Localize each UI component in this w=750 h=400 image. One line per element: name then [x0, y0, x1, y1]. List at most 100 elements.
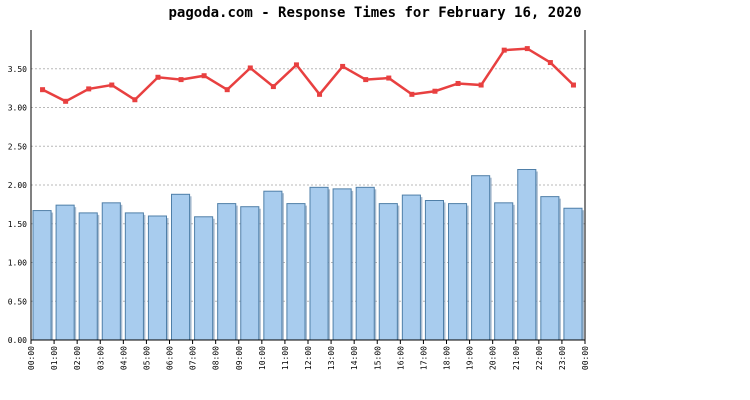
x-tick-label: 21:00 [512, 346, 521, 370]
x-tick-group: 07:00 [189, 346, 198, 370]
bar [286, 203, 306, 341]
line-point [570, 82, 576, 88]
line-point [109, 82, 115, 88]
bar [171, 193, 191, 341]
x-tick-group: 13:00 [327, 346, 336, 370]
line-point [363, 77, 369, 83]
bar [32, 210, 52, 341]
x-tick-label: 07:00 [189, 346, 198, 370]
bar [147, 215, 168, 341]
bar [240, 206, 260, 341]
x-tick-label: 23:00 [558, 346, 567, 370]
x-tick-label: 17:00 [419, 346, 428, 370]
x-tick-label: 05:00 [142, 346, 151, 370]
y-tick-labels: 0.00 0.50 1.00 1.50 2.00 2.50 3.00 3.50 [8, 65, 27, 345]
y-tick-label: 1.00 [8, 259, 27, 268]
bar [401, 194, 421, 341]
x-tick-group: 15:00 [373, 346, 382, 370]
bar [540, 196, 560, 341]
x-tick-group: 21:00 [512, 346, 521, 370]
x-tick-group: 09:00 [235, 346, 244, 370]
x-tick-group: 01:00 [50, 346, 59, 370]
line-point [40, 87, 46, 93]
x-tick-label: 01:00 [50, 346, 59, 370]
axes [30, 30, 586, 344]
x-tick-label: 09:00 [235, 346, 244, 370]
x-tick-label: 11:00 [281, 346, 290, 370]
bar [378, 203, 398, 341]
bar [471, 175, 491, 341]
line-point [86, 86, 92, 92]
line-point [270, 84, 276, 90]
line-point [455, 80, 461, 86]
bar [424, 200, 444, 341]
x-tick-label: 00:00 [581, 346, 590, 370]
x-tick-label: 14:00 [350, 346, 359, 370]
y-tick-label: 3.00 [8, 104, 27, 113]
x-tick-group: 02:00 [73, 346, 82, 370]
line-point [340, 63, 346, 69]
x-tick-label: 08:00 [212, 346, 221, 370]
bar [263, 190, 283, 341]
line-point [501, 47, 507, 53]
bar [101, 202, 121, 341]
bar [494, 202, 514, 341]
line-point [317, 91, 323, 97]
x-tick-group: 00:00 [581, 346, 590, 370]
x-tick-group: 19:00 [466, 346, 475, 370]
line-point [247, 65, 253, 71]
line-series [40, 46, 576, 104]
x-tick-label: 04:00 [119, 346, 128, 370]
bar [55, 204, 75, 341]
line-point [478, 82, 484, 88]
x-tick-label: 00:00 [27, 346, 36, 370]
line-point [386, 75, 392, 81]
y-tick-label: 0.50 [8, 297, 27, 306]
x-tick-group: 11:00 [281, 346, 290, 370]
x-tick-group: 17:00 [419, 346, 428, 370]
y-tick-label: 2.50 [8, 142, 27, 151]
bar [517, 169, 537, 341]
bar [194, 216, 214, 341]
x-tick-label: 12:00 [304, 346, 313, 370]
bar-series [32, 169, 584, 341]
x-tick-group: 03:00 [96, 346, 105, 370]
bar [448, 203, 468, 341]
bar [124, 212, 144, 341]
x-tick-label: 06:00 [166, 346, 175, 370]
bar [78, 212, 98, 341]
x-tick-group: 06:00 [166, 346, 175, 370]
line-point [63, 98, 69, 104]
line-point [432, 88, 438, 94]
x-tick-group: 12:00 [304, 346, 313, 370]
x-tick-group: 16:00 [396, 346, 405, 370]
x-tick-label: 19:00 [466, 346, 475, 370]
x-tick-group: 04:00 [119, 346, 128, 370]
x-tick-group: 23:00 [558, 346, 567, 370]
line-point [547, 60, 553, 66]
x-tick-label: 22:00 [535, 346, 544, 370]
x-tick-label: 10:00 [258, 346, 267, 370]
x-tick-label: 20:00 [489, 346, 498, 370]
chart-title: pagoda.com - Response Times for February… [168, 5, 582, 21]
x-tick-group: 10:00 [258, 346, 267, 370]
line-point [524, 46, 530, 52]
x-tick-label: 02:00 [73, 346, 82, 370]
line-point [155, 74, 161, 80]
x-tick-group: 14:00 [350, 346, 359, 370]
line-point [178, 77, 184, 83]
x-tick-group: 05:00 [142, 346, 151, 370]
bar [309, 186, 329, 341]
y-tick-label: 0.00 [8, 336, 27, 345]
bar [217, 203, 237, 341]
line-path [41, 47, 575, 103]
y-tick-label: 1.50 [8, 220, 27, 229]
line-point [293, 62, 299, 68]
x-tick-group: 18:00 [443, 346, 452, 370]
x-tick-label: 13:00 [327, 346, 336, 370]
bar [563, 207, 583, 341]
x-tick-labels: 00:00 01:00 02:00 03:00 04:00 05:00 06:00 07:00… [27, 346, 590, 370]
x-tick-group: 08:00 [212, 346, 221, 370]
bar [355, 186, 375, 341]
